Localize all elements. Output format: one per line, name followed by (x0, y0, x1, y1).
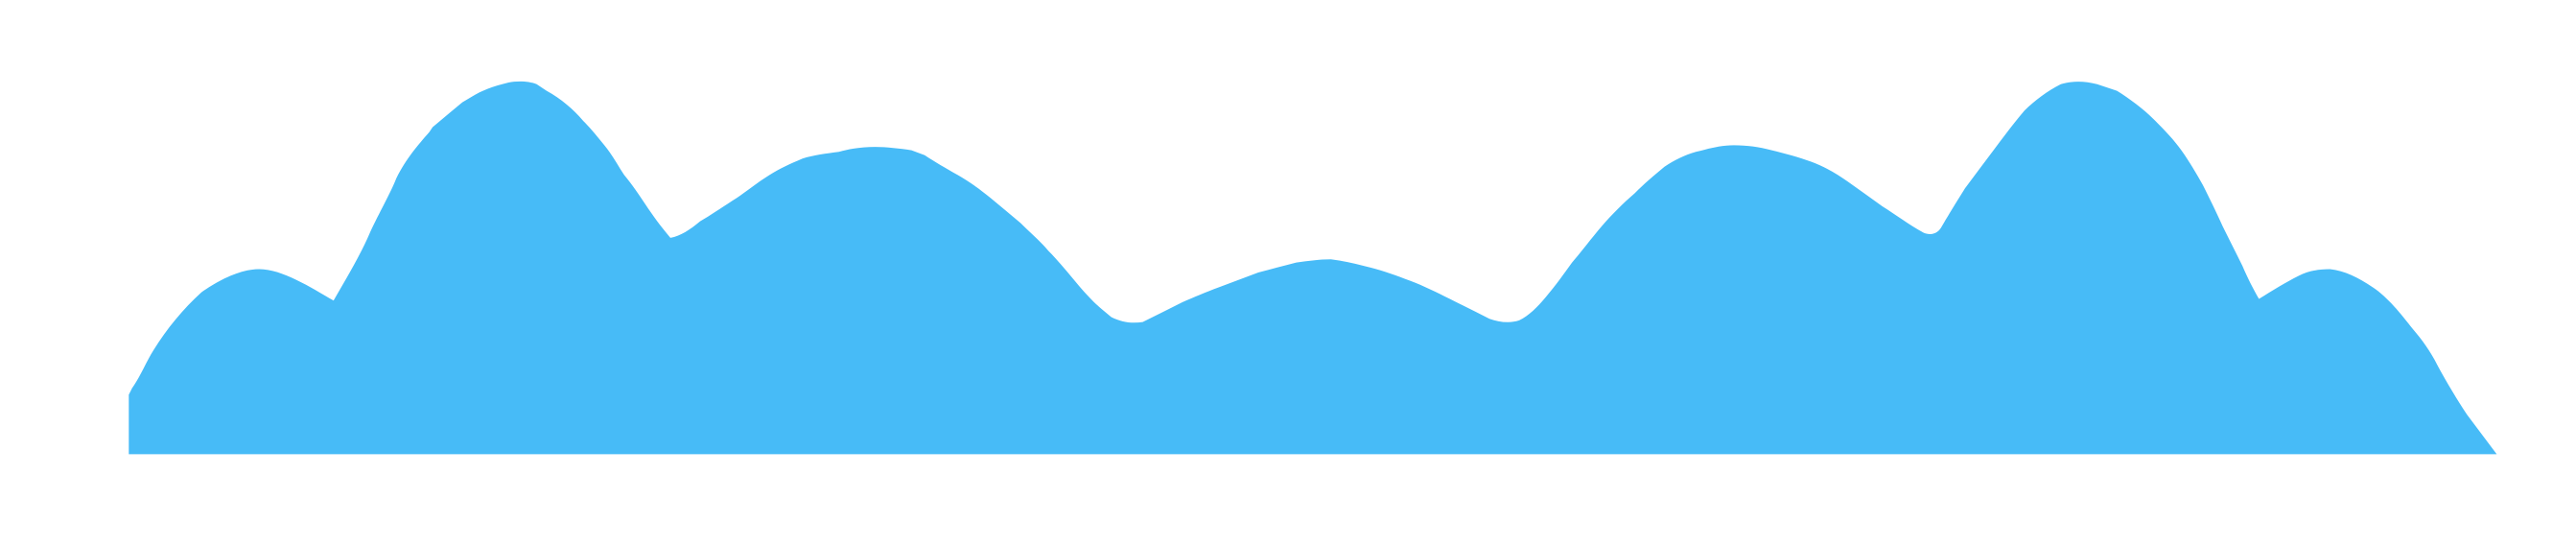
wave-shape (129, 81, 2497, 455)
